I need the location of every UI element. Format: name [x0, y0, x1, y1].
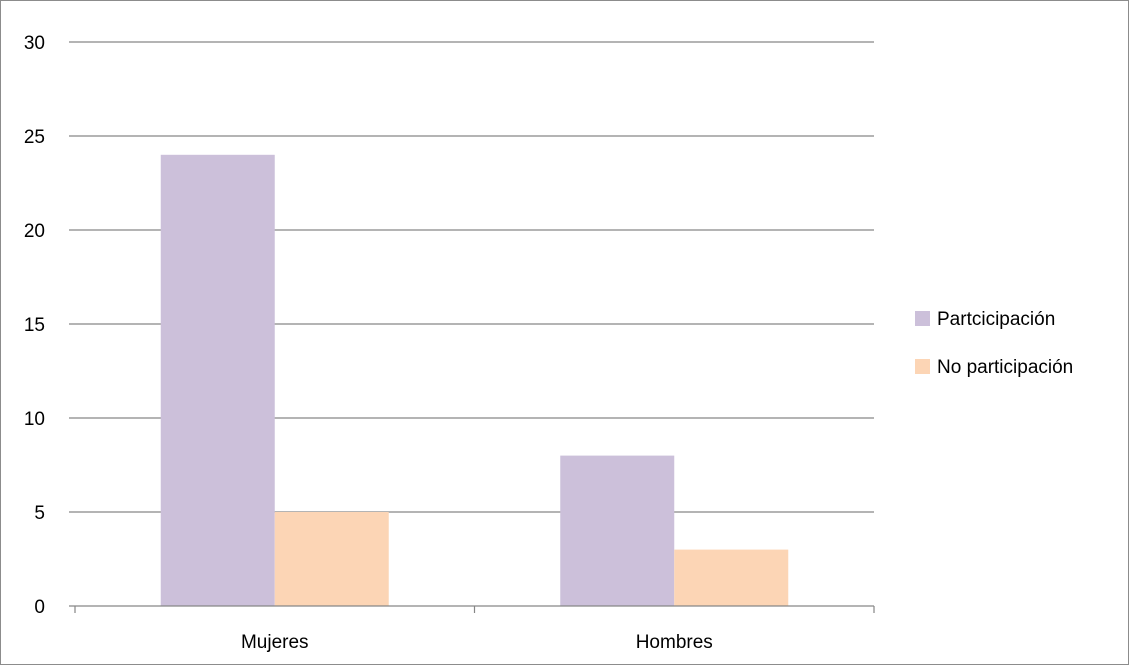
y-axis-tick-labels: 0 5 10 15 20 25 30 — [24, 33, 45, 618]
y-tick-label: 25 — [24, 127, 45, 148]
y-tick-label: 15 — [24, 315, 45, 336]
x-axis — [69, 605, 875, 613]
bar-1-0 — [560, 455, 675, 606]
x-axis-tick-labels: Mujeres Hombres — [241, 632, 713, 653]
bar-0-0 — [160, 154, 275, 607]
legend-swatch — [915, 311, 930, 326]
bars — [160, 154, 789, 607]
bar-1-1 — [674, 549, 789, 606]
legend: Partcicipación No participación — [915, 309, 1073, 378]
y-tick-label: 20 — [24, 221, 45, 242]
bar-0-1 — [274, 512, 389, 606]
legend-label: No participación — [937, 357, 1073, 378]
y-tick-label: 0 — [34, 597, 45, 618]
y-tick-label: 30 — [24, 33, 45, 54]
y-tick-label: 10 — [24, 409, 45, 430]
x-tick-label: Hombres — [636, 632, 713, 653]
y-tick-label: 5 — [34, 503, 45, 524]
x-tick-label: Mujeres — [241, 632, 309, 653]
legend-label: Partcicipación — [937, 309, 1055, 330]
legend-swatch — [915, 359, 930, 374]
